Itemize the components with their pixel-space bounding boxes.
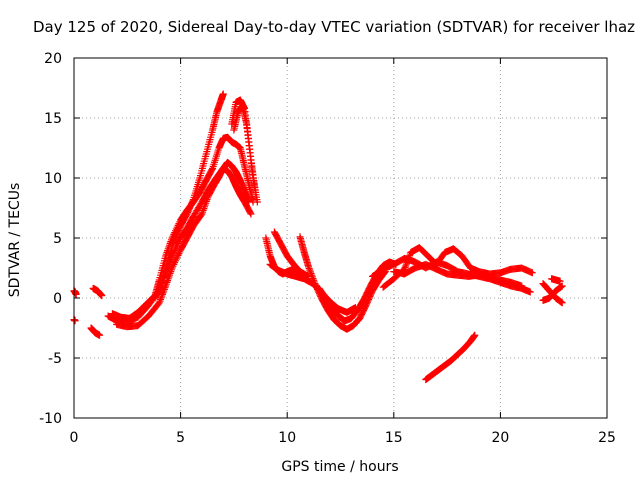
data-point	[247, 210, 255, 218]
y-tick-label: 5	[53, 231, 62, 247]
data-point	[402, 260, 410, 268]
series-track-2	[113, 158, 253, 331]
series-tail-b	[539, 282, 566, 304]
data-point	[246, 209, 254, 217]
plot-frame	[73, 57, 608, 419]
data-point	[402, 262, 410, 270]
data-point	[155, 299, 163, 307]
data-point	[558, 299, 566, 307]
data-point	[307, 270, 315, 278]
data-point	[305, 263, 313, 271]
series-recovery-a	[296, 233, 389, 333]
x-tick-label: 20	[491, 430, 509, 446]
y-tick-label: 20	[44, 51, 62, 67]
data-point	[208, 166, 216, 174]
series-start-b	[70, 316, 79, 325]
data-point	[406, 252, 414, 260]
data-point	[253, 198, 261, 206]
data-point	[405, 253, 413, 261]
y-tick-label: 10	[44, 171, 62, 187]
series-early-neg	[87, 324, 104, 339]
y-tick-label: -5	[48, 351, 62, 367]
data-point	[197, 211, 205, 219]
data-point	[526, 288, 534, 296]
data-point	[528, 269, 536, 277]
chart-title: Day 125 of 2020, Sidereal Day-to-day VTE…	[33, 18, 635, 36]
data-point	[154, 300, 162, 308]
series-start-a	[70, 287, 80, 298]
data-point	[251, 186, 259, 194]
data-point	[471, 331, 479, 339]
series-plateau-b	[379, 244, 536, 291]
data-point	[157, 283, 165, 291]
data-point	[96, 331, 104, 339]
y-tick-label: 15	[44, 111, 62, 127]
data-point	[401, 264, 409, 272]
data-series	[70, 90, 566, 384]
y-axis-label: SDTVAR / TECUs	[7, 183, 23, 298]
series-early-pos	[89, 284, 106, 300]
data-point	[556, 277, 564, 285]
x-tick-label: 5	[176, 430, 185, 446]
x-tick-label: 10	[278, 430, 296, 446]
data-point	[403, 258, 411, 266]
y-tick-label: 0	[53, 291, 62, 307]
series-negative-arc	[422, 331, 479, 384]
series-track-4	[151, 90, 227, 302]
series-track-6	[230, 102, 259, 194]
series-track-1	[104, 164, 255, 326]
y-tick-label: -10	[39, 411, 62, 427]
data-point	[308, 273, 316, 281]
data-point	[308, 271, 316, 279]
data-point	[558, 282, 566, 290]
x-tick-label: 25	[598, 430, 616, 446]
data-point	[518, 282, 526, 290]
data-point	[156, 297, 164, 305]
x-tick-label: 15	[385, 430, 403, 446]
data-point	[306, 268, 314, 276]
series-tail-c	[548, 275, 564, 285]
data-point	[404, 257, 412, 265]
grid-lines	[74, 58, 607, 418]
data-point	[98, 292, 106, 300]
data-point	[306, 266, 314, 274]
data-point	[157, 295, 165, 303]
x-axis-label: GPS time / hours	[281, 459, 398, 475]
data-point	[157, 294, 165, 302]
data-point	[305, 264, 313, 272]
data-point	[71, 317, 79, 325]
data-point	[219, 90, 227, 98]
x-tick-label: 0	[70, 430, 79, 446]
data-point	[404, 255, 412, 263]
series-plateau-c	[390, 260, 526, 290]
data-point	[351, 304, 359, 312]
axis-ticks: 0 5 10 15 20 25 -10 -5 0 5 10 15 20	[39, 51, 616, 446]
data-point	[189, 197, 197, 205]
series-recovery-c	[266, 260, 359, 316]
